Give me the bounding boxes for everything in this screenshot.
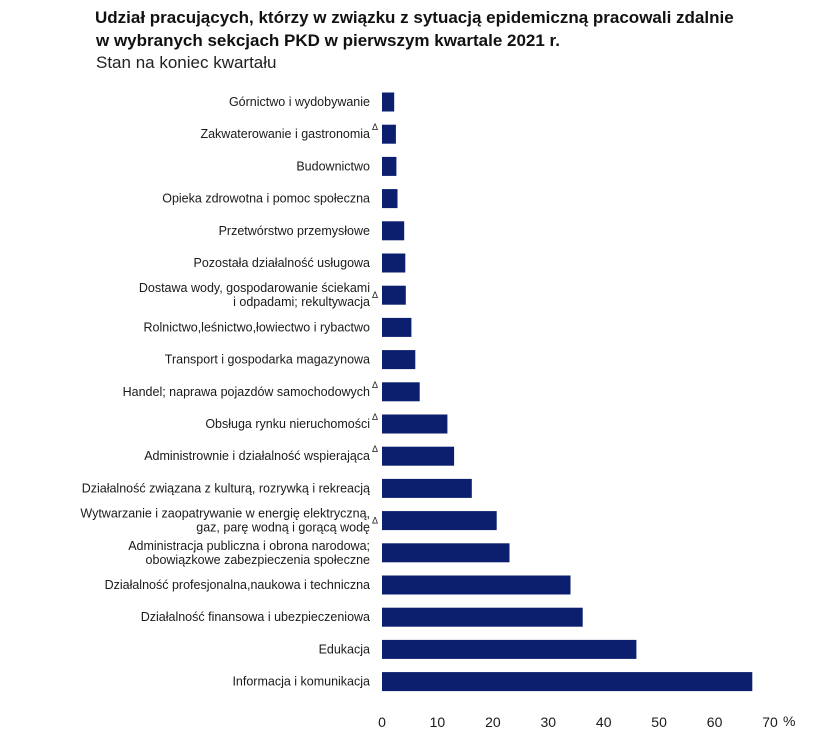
chart-title-line-2: w wybranych sekcjach PKD w pierwszym kwa… <box>96 31 560 50</box>
category-label: Edukacja <box>319 642 370 656</box>
bar <box>382 317 412 337</box>
flag-marker: Δ <box>372 516 378 526</box>
bar <box>382 221 405 241</box>
bar <box>382 543 510 563</box>
x-tick-label: 10 <box>430 714 446 730</box>
bar <box>382 124 396 144</box>
flag-marker: Δ <box>372 380 378 390</box>
category-label: Handel; naprawa pojazdów samochodowych <box>123 385 370 399</box>
bar <box>382 575 571 595</box>
x-tick-label: 20 <box>485 714 501 730</box>
category-label: obowiązkowe zabezpieczenia społeczne <box>146 553 370 567</box>
category-label: Pozostała działalność usługowa <box>194 256 371 270</box>
category-label: Zakwaterowanie i gastronomia <box>200 127 370 141</box>
x-tick-label: 60 <box>707 714 723 730</box>
bar <box>382 92 395 112</box>
bar <box>382 511 497 531</box>
bar <box>382 350 416 370</box>
category-label: Administracja publiczna i obrona narodow… <box>128 539 370 553</box>
x-axis-unit: % <box>783 713 795 729</box>
category-label: Opieka zdrowotna i pomoc społeczna <box>162 192 370 206</box>
bar <box>382 253 406 273</box>
category-label: Administrownie i działalność wspierająca <box>144 449 370 463</box>
bar <box>382 478 472 498</box>
category-label: Dostawa wody, gospodarowanie ściekami <box>139 281 370 295</box>
bar <box>382 446 455 466</box>
category-label: Informacja i komunikacja <box>232 675 370 689</box>
category-label: Działalność związana z kulturą, rozrywką… <box>82 481 370 495</box>
category-label: Przetwórstwo przemysłowe <box>219 224 370 238</box>
bar <box>382 285 406 305</box>
flag-marker: Δ <box>372 412 378 422</box>
bar <box>382 189 398 209</box>
bar <box>382 156 397 176</box>
category-label: Transport i gospodarka magazynowa <box>165 353 370 367</box>
bar <box>382 672 753 692</box>
x-tick-label: 70 <box>762 714 778 730</box>
category-label: Wytwarzanie i zaopatrywanie w energię el… <box>80 507 370 521</box>
category-label: Rolnictwo,leśnictwo,łowiectwo i rybactwo <box>144 320 371 334</box>
bar <box>382 639 637 659</box>
chart-title: Udział pracujących, którzy w związku z s… <box>95 6 795 52</box>
flag-marker: Δ <box>372 444 378 454</box>
x-tick-label: 40 <box>596 714 612 730</box>
flag-marker: Δ <box>372 290 378 300</box>
category-label: i odpadami; rekultywacja <box>233 295 370 309</box>
bar <box>382 382 420 402</box>
category-label: Budownictwo <box>296 159 370 173</box>
x-tick-label: 50 <box>651 714 667 730</box>
chart-subtitle: Stan na koniec kwartału <box>96 53 277 72</box>
category-label: gaz, parę wodną i gorącą wodę <box>196 521 370 535</box>
category-label: Górnictwo i wydobywanie <box>229 95 370 109</box>
bar <box>382 607 583 627</box>
x-tick-label: 30 <box>541 714 557 730</box>
category-label: Działalność finansowa i ubezpieczeniowa <box>141 610 370 624</box>
flag-marker: Δ <box>372 122 378 132</box>
chart-title-line-1: Udział pracujących, którzy w związku z s… <box>95 8 734 27</box>
x-tick-label: 0 <box>378 714 386 730</box>
category-label: Obsługa rynku nieruchomości <box>205 417 370 431</box>
category-label: Działalność profesjonalna,naukowa i tech… <box>105 578 370 592</box>
bar <box>382 414 448 434</box>
